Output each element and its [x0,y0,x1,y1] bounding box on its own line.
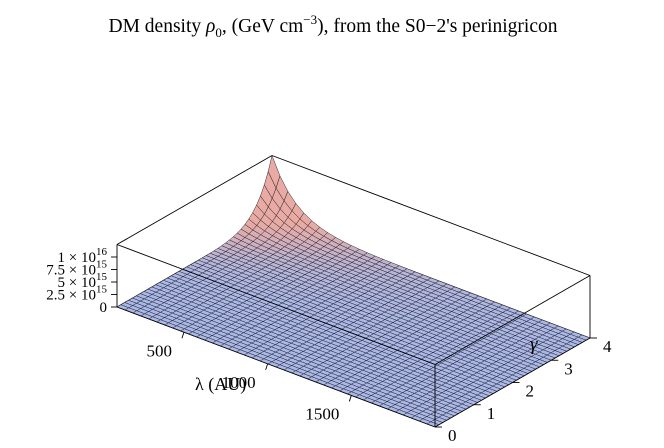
title-middle: , (GeV cm [222,16,303,37]
x-axis-label: λ (AU) [195,374,246,395]
axis-labels: λ (AU) γ [195,334,538,395]
chart-title: DM density ρ0, (GeV cm−3), from the S0−2… [109,12,558,40]
box-edge [434,275,591,365]
box-edge [271,155,591,276]
x-tick [348,395,352,402]
z-tick-label: 5 × 1015 [58,271,108,291]
title-suffix: ), from the S0−2's perinigricon [317,16,558,37]
x-tick [265,363,269,370]
y-tick-label: 1 [487,404,496,423]
box-edge [116,244,436,365]
x-tick [181,332,185,339]
box-edge [116,155,273,245]
box-edge [116,306,436,428]
y-tick-label: 2 [526,382,535,401]
x-tick-label: 500 [146,341,172,360]
y-tick-label: 4 [603,337,612,356]
title-symbol: ρ [205,16,215,37]
z-tick-label: 2.5 × 1015 [46,284,107,304]
y-tick-label: 0 [448,426,457,445]
x-tick-label: 1000 [222,373,256,392]
y-tick-label: 3 [564,359,573,378]
z-tick-label: 7.5 × 1015 [46,259,107,279]
y-axis-label: γ [530,334,538,355]
x-tick-label: 1500 [305,404,339,423]
title-exponent: −3 [303,12,317,27]
surface-mesh [116,154,591,428]
z-tick-label: 0 [100,300,108,316]
title-symbol-sub: 0 [215,25,222,40]
z-tick-label: 1 × 1016 [58,246,108,266]
title-prefix: DM density [109,16,207,37]
